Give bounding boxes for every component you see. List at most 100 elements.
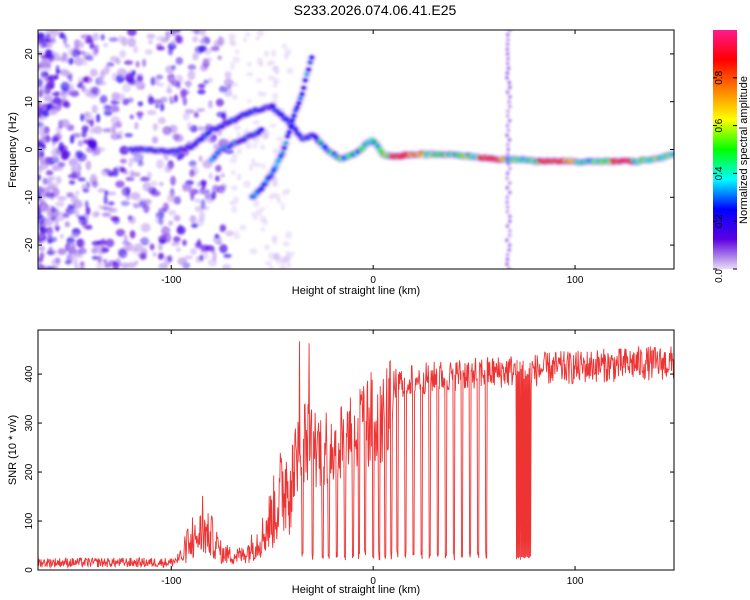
spectrogram-cell: [77, 82, 83, 89]
spectrogram-cell: [217, 55, 222, 60]
spectrogram-cell: [142, 181, 152, 192]
spectrogram-cell: [38, 165, 43, 174]
y-tick-label: 20: [24, 48, 35, 60]
spectrogram-cell: [506, 161, 511, 166]
spectrogram-cell: [158, 239, 166, 245]
spectrogram-cell: [82, 188, 90, 193]
x-tick-label: 0: [370, 576, 376, 587]
spectrogram-cell: [91, 240, 102, 246]
spectrogram-cell: [507, 243, 512, 248]
spectrogram-cell: [187, 70, 196, 81]
spectrogram-cell: [229, 200, 235, 206]
spectrogram-cell: [507, 233, 512, 238]
spectrogram-cell: [40, 143, 46, 151]
spectrogram-cell: [139, 253, 147, 260]
spectrogram-cell: [264, 261, 273, 266]
spectrogram-cell: [51, 148, 61, 157]
spectrogram-cell: [71, 48, 81, 58]
spectrogram-cell: [671, 152, 674, 157]
spectrogram-cell: [505, 90, 510, 95]
spectrogram-cell: [74, 190, 80, 196]
spectrogram-cell: [219, 243, 228, 254]
spectrogram-cell: [47, 185, 55, 190]
spectrogram-cell: [506, 56, 510, 61]
spectrogram-cell: [128, 161, 133, 168]
spectrogram-cell: [110, 216, 120, 222]
spectrogram-cell: [120, 262, 129, 269]
spectrogram-cell: [180, 88, 188, 97]
spectrogram-cell: [151, 136, 159, 144]
spectrogram-cell: [299, 91, 305, 97]
spectrogram-cell: [171, 64, 176, 70]
spectrogram-cell: [38, 156, 45, 165]
spectrogram-cell: [51, 205, 56, 214]
spectrogram-cell: [259, 127, 265, 132]
colorbar-tick-label: 0.0: [714, 269, 725, 283]
spectrogram-data: [38, 30, 674, 269]
spectrogram-cell: [47, 74, 58, 81]
spectrogram-cell: [87, 141, 98, 149]
spectrogram-cell: [115, 58, 121, 65]
spectrogram-cell: [115, 228, 126, 237]
spectrogram-cell: [248, 164, 254, 172]
spectrogram-cell: [84, 200, 89, 208]
spectrogram-cell: [46, 226, 54, 237]
spectrogram-cell: [55, 201, 65, 208]
spectrogram-cell: [219, 224, 226, 233]
spectrogram-cell: [61, 52, 68, 61]
spectrogram-cell: [275, 136, 284, 142]
spectrogram-cell: [41, 38, 48, 49]
spectrogram-cell: [507, 219, 512, 224]
spectrogram-cell: [110, 107, 121, 113]
spectrogram-cell: [154, 103, 160, 109]
spectrogram-cell: [68, 158, 79, 167]
spectrogram-cell: [68, 241, 76, 252]
spectrogram-cell: [214, 175, 221, 182]
spectrogram-cell: [108, 37, 119, 42]
spectrogram-cell: [115, 180, 125, 188]
spectrogram-cell: [148, 39, 153, 45]
y-tick-label: -20: [24, 237, 35, 252]
spectrogram-cell: [127, 37, 137, 48]
spectrogram-cell: [301, 85, 307, 91]
spectrogram-cell: [505, 32, 510, 37]
spectrogram-cell: [104, 189, 109, 197]
spectrogram-cell: [127, 30, 137, 37]
spectrogram-cell: [126, 262, 137, 269]
spectrogram-cell: [142, 58, 147, 68]
spectrogram-cell: [85, 55, 94, 61]
spectrogram-cell: [263, 244, 271, 251]
x-tick-label: 0: [370, 275, 376, 286]
x-tick-label: -100: [161, 275, 181, 286]
spectrogram-cell: [86, 181, 91, 189]
spectrogram-cell: [49, 249, 58, 256]
spectrogram-cell: [64, 43, 70, 49]
spectrogram-cell: [46, 233, 54, 240]
spectrogram-cell: [105, 238, 115, 248]
spectrogram-cell: [39, 68, 46, 78]
spectrogram-cell: [194, 198, 202, 203]
colorbar-tick-label: 0.8: [714, 70, 725, 84]
spectrogram-cell: [231, 94, 238, 100]
spectrogram-cell: [72, 132, 81, 138]
spectrogram-cell: [117, 68, 127, 77]
spectrogram-cell: [167, 220, 174, 226]
spectrogram-x-label: Height of straight line (km): [292, 285, 420, 297]
spectrogram-cell: [192, 36, 199, 43]
spectrogram-cell: [505, 152, 510, 157]
spectrogram-cell: [78, 247, 87, 255]
spectrogram-cell: [282, 189, 287, 197]
spectrogram-cell: [134, 260, 139, 265]
spectrogram-cell: [199, 38, 206, 45]
spectrogram-cell: [164, 30, 171, 40]
spectrogram-cell: [505, 109, 510, 114]
spectrogram-cell: [45, 30, 55, 35]
spectrogram-cell: [157, 117, 166, 125]
spectrogram-cell: [176, 35, 184, 44]
spectrogram-cell: [306, 67, 312, 72]
spectrogram-cell: [507, 104, 512, 109]
spectrogram-cell: [259, 61, 264, 68]
spectrogram-cell: [69, 249, 77, 259]
spectrogram-cell: [168, 209, 177, 216]
y-tick-label: 300: [24, 414, 35, 431]
